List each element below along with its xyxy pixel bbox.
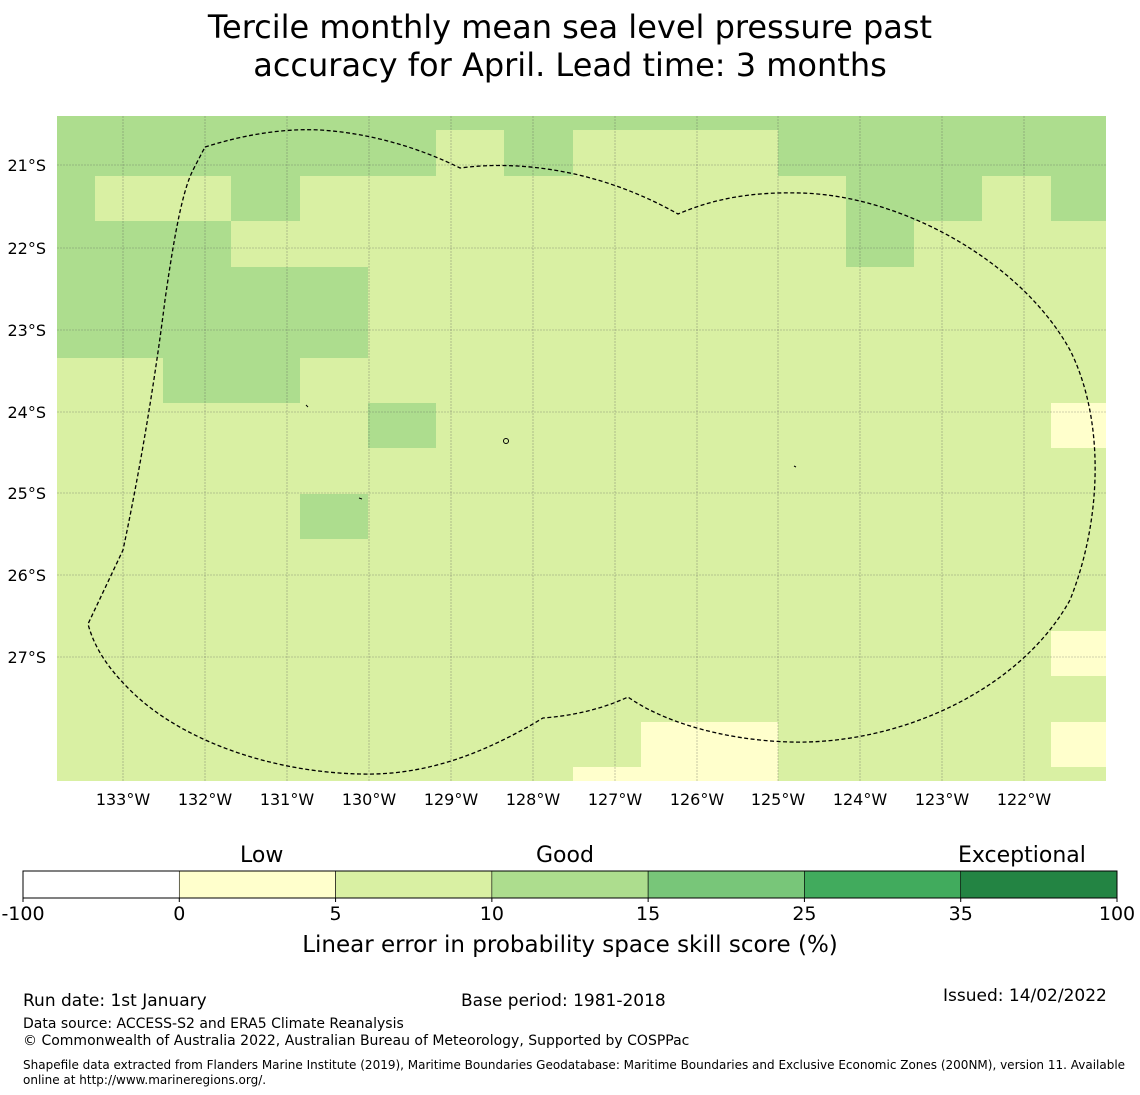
colorbar-segment [960,870,1118,899]
cell-good [982,176,1051,221]
colorbar: -100 0 5 10 15 25 35 100 [1,870,1135,925]
colorbar-tick-label: 35 [949,903,973,925]
cell-low [1051,631,1106,676]
colorbar-tick-label: 15 [636,903,660,925]
lon-tick-label: 124°W [833,790,888,809]
colorbar-label-low: Low [240,843,284,868]
chart-title: Tercile monthly mean sea level pressure … [0,8,1140,84]
map-cells [57,116,1106,781]
lon-tick-label: 131°W [260,790,315,809]
colorbar-axis-label: Linear error in probability space skill … [302,932,838,958]
lon-tick-label: 126°W [670,790,725,809]
cell-good2 [368,403,436,448]
island [305,404,309,408]
colorbar-tick-label: 100 [1099,903,1135,925]
cell-good2 [231,176,300,221]
copyright: © Commonwealth of Australia 2022, Austra… [23,1033,690,1049]
cell-low [1051,722,1106,767]
island [358,497,363,500]
lat-axis-labels: 21°S 22°S 23°S 24°S 25°S 26°S 27°S [7,156,46,667]
gridlines [57,116,1106,781]
colorbar-segment [22,870,180,899]
lat-tick-label: 26°S [7,566,46,585]
colorbar-tick-label: 10 [480,903,504,925]
colorbar-tick-label: 25 [792,903,816,925]
cell-low [573,767,641,781]
colorbar-segment [647,870,805,899]
lat-tick-label: 23°S [7,321,46,340]
cell-good2 [300,494,368,539]
colorbar-frame [22,870,1118,899]
colorbar-segment [335,870,493,899]
cell-good [436,130,504,176]
lon-tick-label: 127°W [588,790,643,809]
cell-good [573,130,778,176]
colorbar-segment [804,870,962,899]
lon-tick-label: 133°W [96,790,151,809]
cell-good [95,176,231,221]
cell-good2 [504,130,573,176]
cell-good2 [57,116,1106,130]
islands [305,404,797,500]
cell-good2 [846,176,982,221]
cell-good2 [163,358,300,403]
lon-tick-label: 130°W [342,790,397,809]
cell-good2 [1051,176,1106,221]
data-source: Data source: ACCESS-S2 and ERA5 Climate … [23,1016,404,1032]
colorbar-tick-label: -100 [1,903,44,925]
lon-tick-label: 128°W [506,790,561,809]
cell-low [1051,403,1106,448]
colorbar-tick-label: 5 [330,903,342,925]
colorbar-tick-label: 0 [173,903,185,925]
colorbar-label-exceptional: Exceptional [958,843,1086,868]
island [793,465,797,468]
base-period: Base period: 1981-2018 [461,991,666,1011]
lon-tick-label: 125°W [751,790,806,809]
lon-axis-labels: 133°W 132°W 131°W 130°W 129°W 128°W 127°W 126°W… [96,790,1052,809]
cell-good2 [57,176,95,221]
cell-good2 [57,130,436,176]
shapefile-credit: Shapefile data extracted from Flanders M… [23,1058,1126,1087]
run-date: Run date: 1st January [23,991,207,1011]
lat-tick-label: 21°S [7,156,46,175]
title-line-2: accuracy for April. Lead time: 3 months [253,46,887,84]
lat-tick-label: 25°S [7,484,46,503]
lat-tick-label: 27°S [7,648,46,667]
eez-boundary [87,129,1096,775]
lat-tick-label: 22°S [7,239,46,258]
cell-good2 [57,221,231,267]
colorbar-label-good: Good [536,843,594,868]
lon-tick-label: 122°W [997,790,1052,809]
lat-tick-label: 24°S [7,403,46,422]
lon-tick-label: 132°W [178,790,233,809]
cell-good2 [846,221,914,267]
colorbar-segment [491,870,649,899]
island [503,438,509,444]
lon-tick-label: 129°W [424,790,479,809]
cell-good2 [57,267,368,358]
title-line-1: Tercile monthly mean sea level pressure … [207,8,933,46]
issued-date: Issued: 14/02/2022 [943,986,1107,1006]
colorbar-segment [178,870,336,899]
lon-tick-label: 123°W [915,790,970,809]
